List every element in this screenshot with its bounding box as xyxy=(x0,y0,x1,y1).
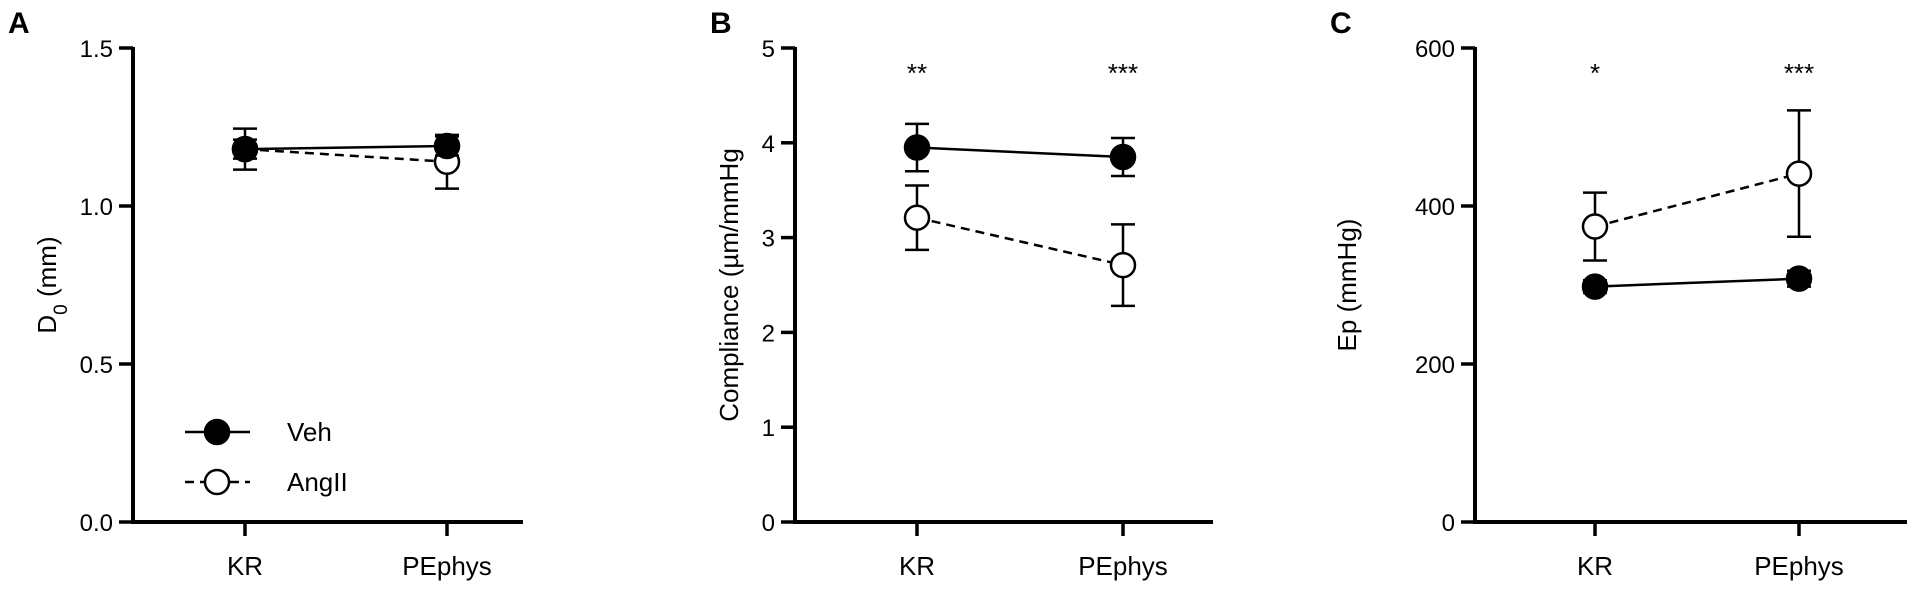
y-tick-label: 0.0 xyxy=(80,510,113,537)
significance-marker: ** xyxy=(907,58,927,88)
y-tick-label: 3 xyxy=(762,226,775,253)
y-axis-title: Compliance (µm/mmHg xyxy=(714,148,744,422)
y-tick-label: 5 xyxy=(762,36,775,63)
data-point-veh xyxy=(1785,265,1813,292)
x-tick-label: PEphys xyxy=(1754,551,1844,581)
y-axis-title: D0 (mm) xyxy=(32,236,72,333)
legend: Veh AngII xyxy=(185,417,348,497)
legend-marker-veh xyxy=(203,418,231,446)
y-axis-title-unit: (mm) xyxy=(32,236,62,304)
y-tick-label: 0.5 xyxy=(80,352,113,379)
y-tick-label: 1.0 xyxy=(80,194,113,221)
data-point-veh xyxy=(903,134,931,161)
y-tick-label: 200 xyxy=(1415,352,1455,379)
y-tick-label: 400 xyxy=(1415,194,1455,221)
series-line-angii xyxy=(1594,172,1800,228)
significance-marker: *** xyxy=(1784,58,1814,88)
data-point-veh xyxy=(1581,273,1609,300)
series-line-angii xyxy=(916,216,1124,267)
x-tick-label: KR xyxy=(1577,551,1613,581)
data-point-veh xyxy=(433,132,461,160)
significance-marker: *** xyxy=(1108,58,1138,88)
data-point-veh xyxy=(1109,143,1137,171)
x-tick-label: PEphys xyxy=(402,551,492,581)
y-tick-label: 1.5 xyxy=(80,36,113,63)
series-line-angii xyxy=(244,147,448,164)
y-tick-label: 4 xyxy=(762,131,775,158)
series-line-veh xyxy=(916,146,1124,159)
x-tick-label: KR xyxy=(899,551,935,581)
data-point-angii xyxy=(1109,251,1137,279)
y-tick-label: 0 xyxy=(762,510,775,537)
legend-label-angii: AngII xyxy=(287,467,348,497)
data-point-angii xyxy=(903,204,931,231)
y-tick-label: 0 xyxy=(1442,510,1455,537)
significance-marker: * xyxy=(1590,58,1600,88)
data-point-veh xyxy=(231,135,259,163)
y-tick-label: 600 xyxy=(1415,36,1455,63)
panel-label: C xyxy=(1330,7,1352,40)
x-tick-label: KR xyxy=(227,551,263,581)
x-tick-label: PEphys xyxy=(1078,551,1168,581)
y-tick-label: 1 xyxy=(762,415,775,442)
legend-label-veh: Veh xyxy=(287,417,332,447)
series-line-veh xyxy=(1594,277,1800,288)
chart-panel-a: A 0.0 0.5 1.0 1.5 KR PEphys D0 (mm) Veh AngII xyxy=(8,7,523,581)
y-axis-title-subscript: 0 xyxy=(51,304,72,315)
series-line-veh xyxy=(244,144,448,151)
panel-label: B xyxy=(710,7,732,40)
data-point-angii xyxy=(1785,160,1813,187)
panel-label: A xyxy=(8,7,30,40)
legend-marker-angii xyxy=(203,468,231,496)
y-axis-title: Ep (mmHg) xyxy=(1332,219,1362,352)
y-tick-label: 2 xyxy=(762,320,775,347)
data-point-angii xyxy=(1581,213,1609,240)
